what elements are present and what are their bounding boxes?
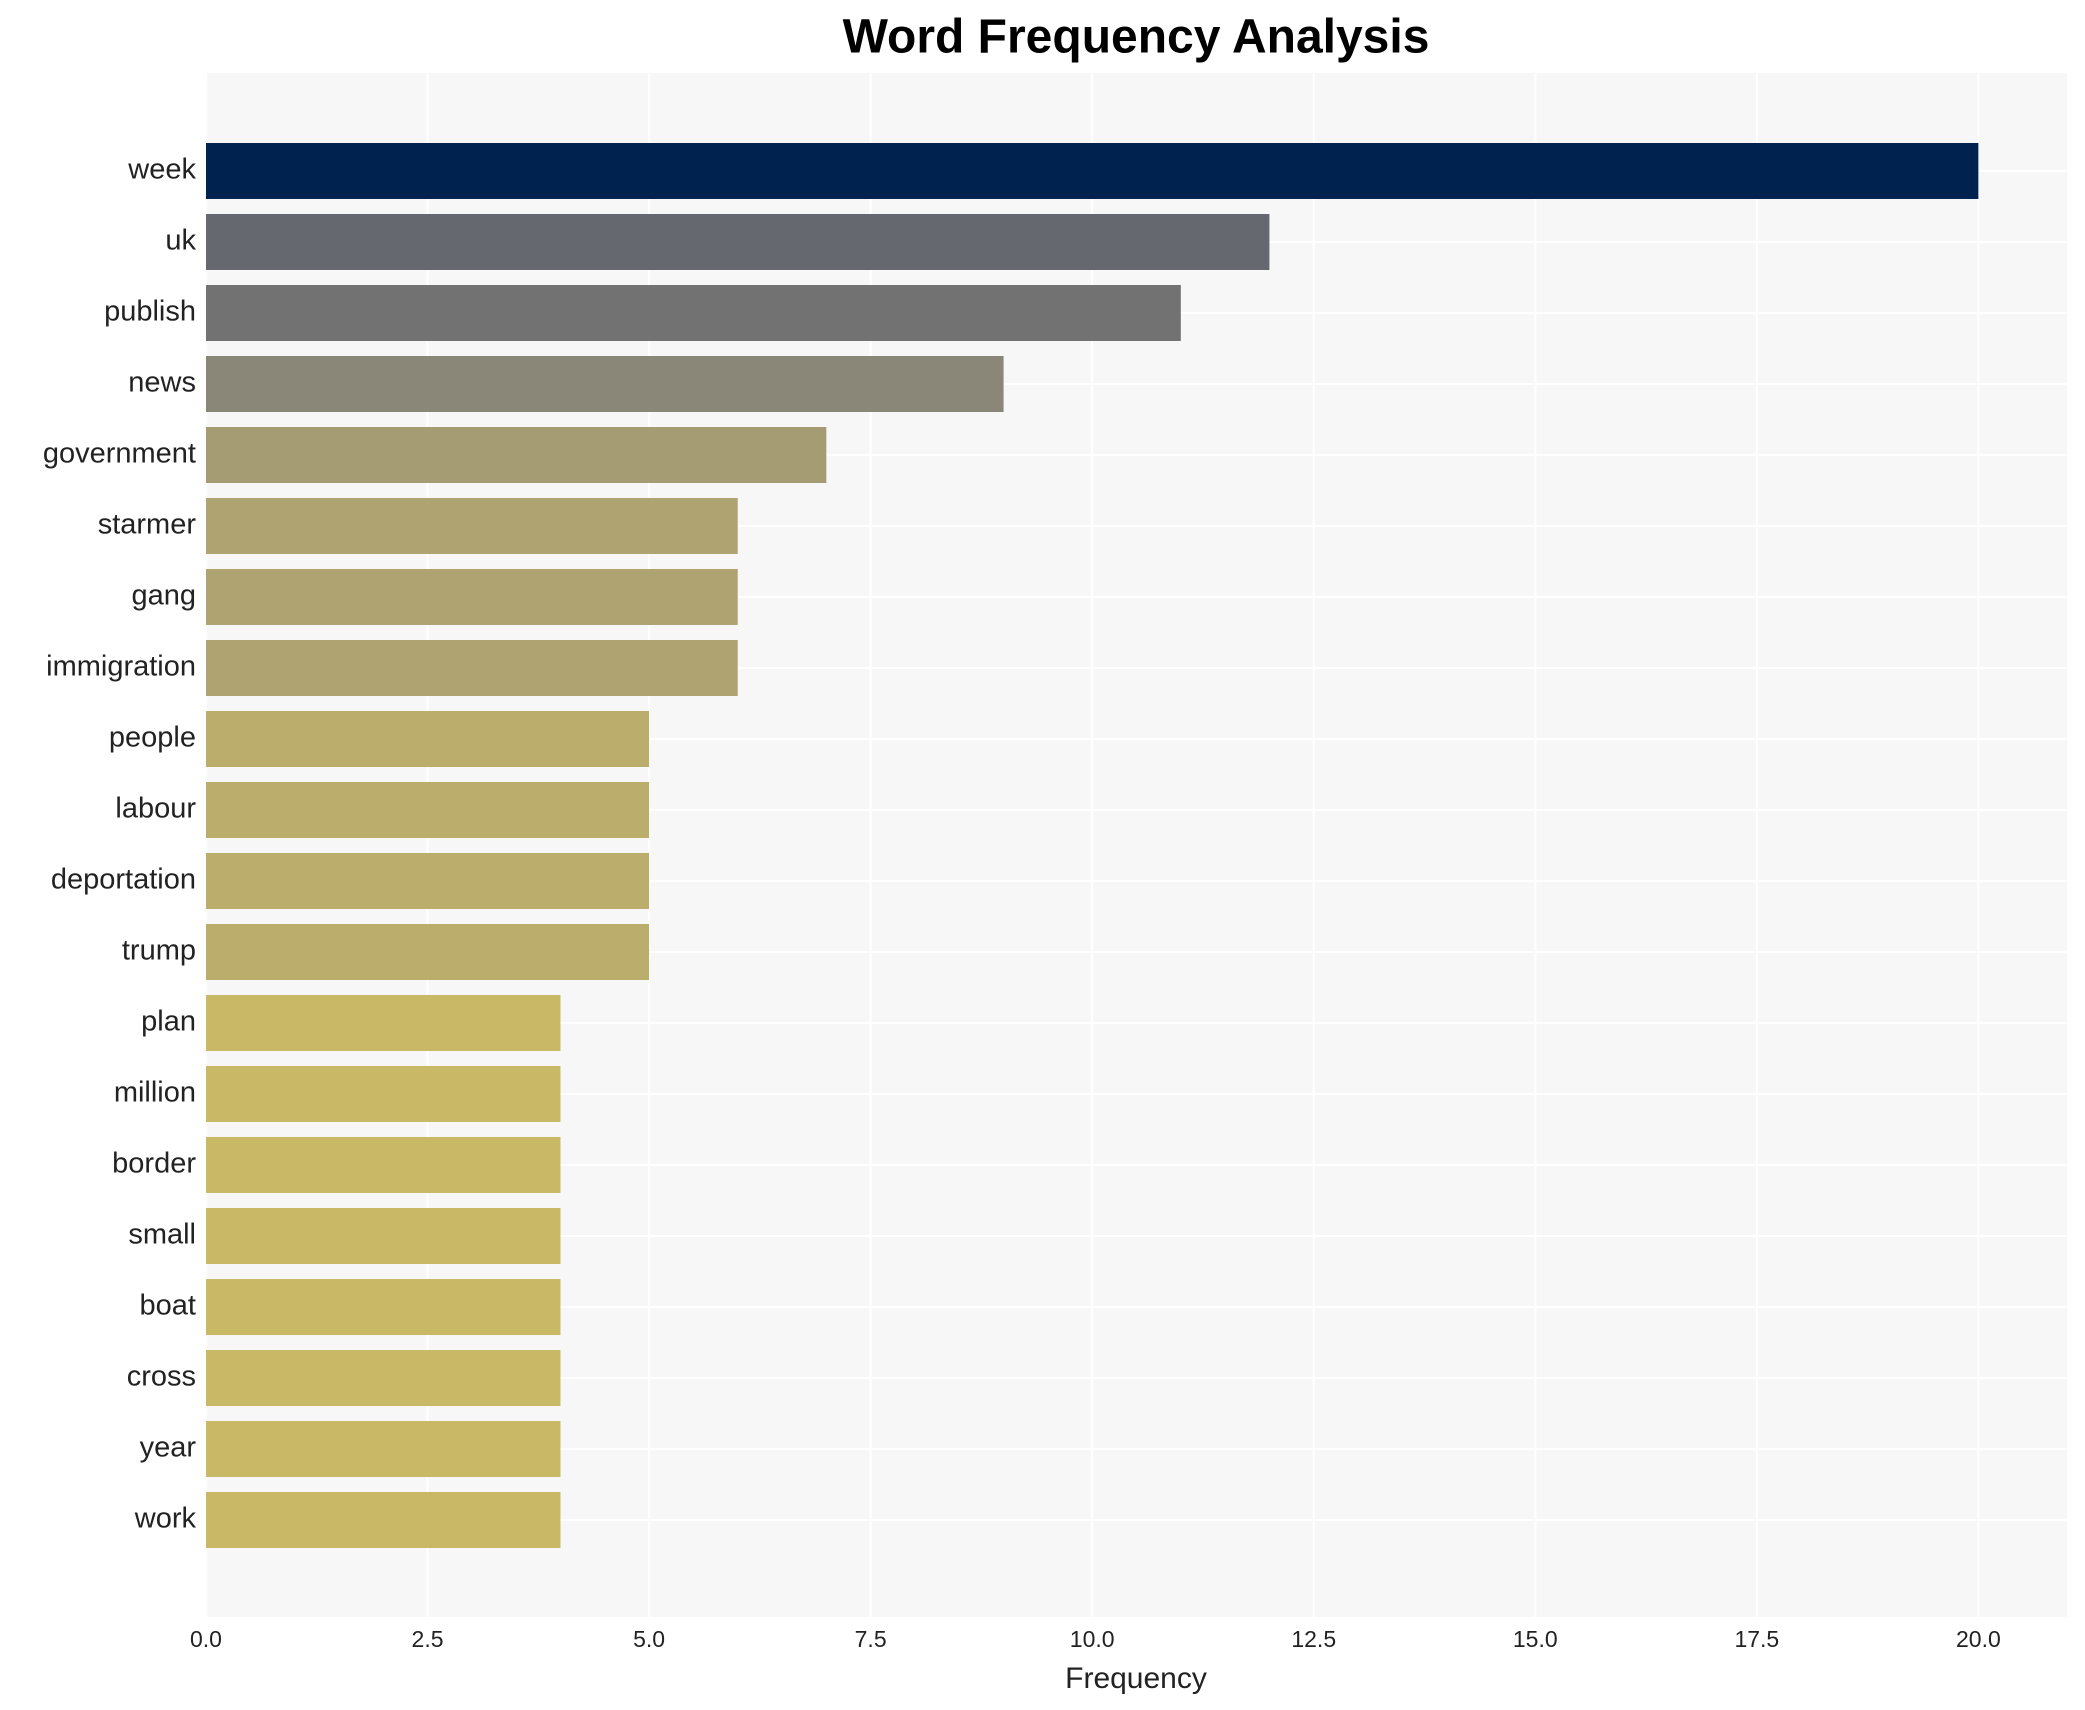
bar	[206, 711, 650, 767]
x-tick-label: 10.0	[1070, 1626, 1115, 1652]
y-tick-label: cross	[127, 1361, 196, 1393]
bar	[206, 498, 738, 554]
bar	[206, 853, 650, 909]
y-tick-label: million	[114, 1077, 196, 1109]
bar	[206, 285, 1181, 341]
y-tick-label: border	[112, 1148, 196, 1180]
y-tick-label: small	[128, 1219, 196, 1251]
bar	[206, 143, 1979, 199]
y-tick-label: deportation	[51, 864, 196, 896]
y-tick-label: week	[127, 154, 196, 186]
x-tick-label: 12.5	[1291, 1626, 1336, 1652]
bar	[206, 1492, 561, 1548]
chart-title: Word Frequency Analysis	[843, 11, 1430, 64]
y-tick-label: starmer	[98, 509, 197, 541]
bar	[206, 995, 561, 1051]
bar	[206, 1279, 561, 1335]
y-tick-label: uk	[165, 225, 196, 257]
x-tick-label: 7.5	[855, 1626, 887, 1652]
x-tick-label: 20.0	[1956, 1626, 2001, 1652]
y-tick-label: trump	[122, 935, 196, 967]
y-tick-label: boat	[140, 1290, 196, 1322]
bar	[206, 214, 1270, 270]
bar	[206, 782, 650, 838]
bar	[206, 1066, 561, 1122]
x-tick-label: 15.0	[1513, 1626, 1558, 1652]
x-axis-label: Frequency	[1065, 1662, 1207, 1695]
bar	[206, 1421, 561, 1477]
y-tick-label: work	[134, 1503, 197, 1535]
x-tick-label: 5.0	[633, 1626, 665, 1652]
bar	[206, 1350, 561, 1406]
y-tick-label: gang	[131, 580, 196, 612]
bar	[206, 640, 738, 696]
y-tick-label: people	[109, 722, 196, 754]
bar	[206, 1208, 561, 1264]
bar	[206, 924, 650, 980]
x-tick-label: 0.0	[190, 1626, 222, 1652]
bar	[206, 356, 1004, 412]
y-tick-label: government	[43, 438, 196, 470]
y-tick-label: publish	[104, 296, 196, 328]
bar	[206, 1137, 561, 1193]
y-tick-label: news	[128, 367, 196, 399]
y-tick-label: year	[140, 1432, 197, 1464]
x-tick-label: 2.5	[412, 1626, 444, 1652]
y-tick-label: plan	[141, 1006, 196, 1038]
bar	[206, 569, 738, 625]
y-tick-label: immigration	[46, 651, 196, 683]
x-tick-label: 17.5	[1734, 1626, 1779, 1652]
bar	[206, 427, 827, 483]
y-tick-label: labour	[115, 793, 196, 825]
